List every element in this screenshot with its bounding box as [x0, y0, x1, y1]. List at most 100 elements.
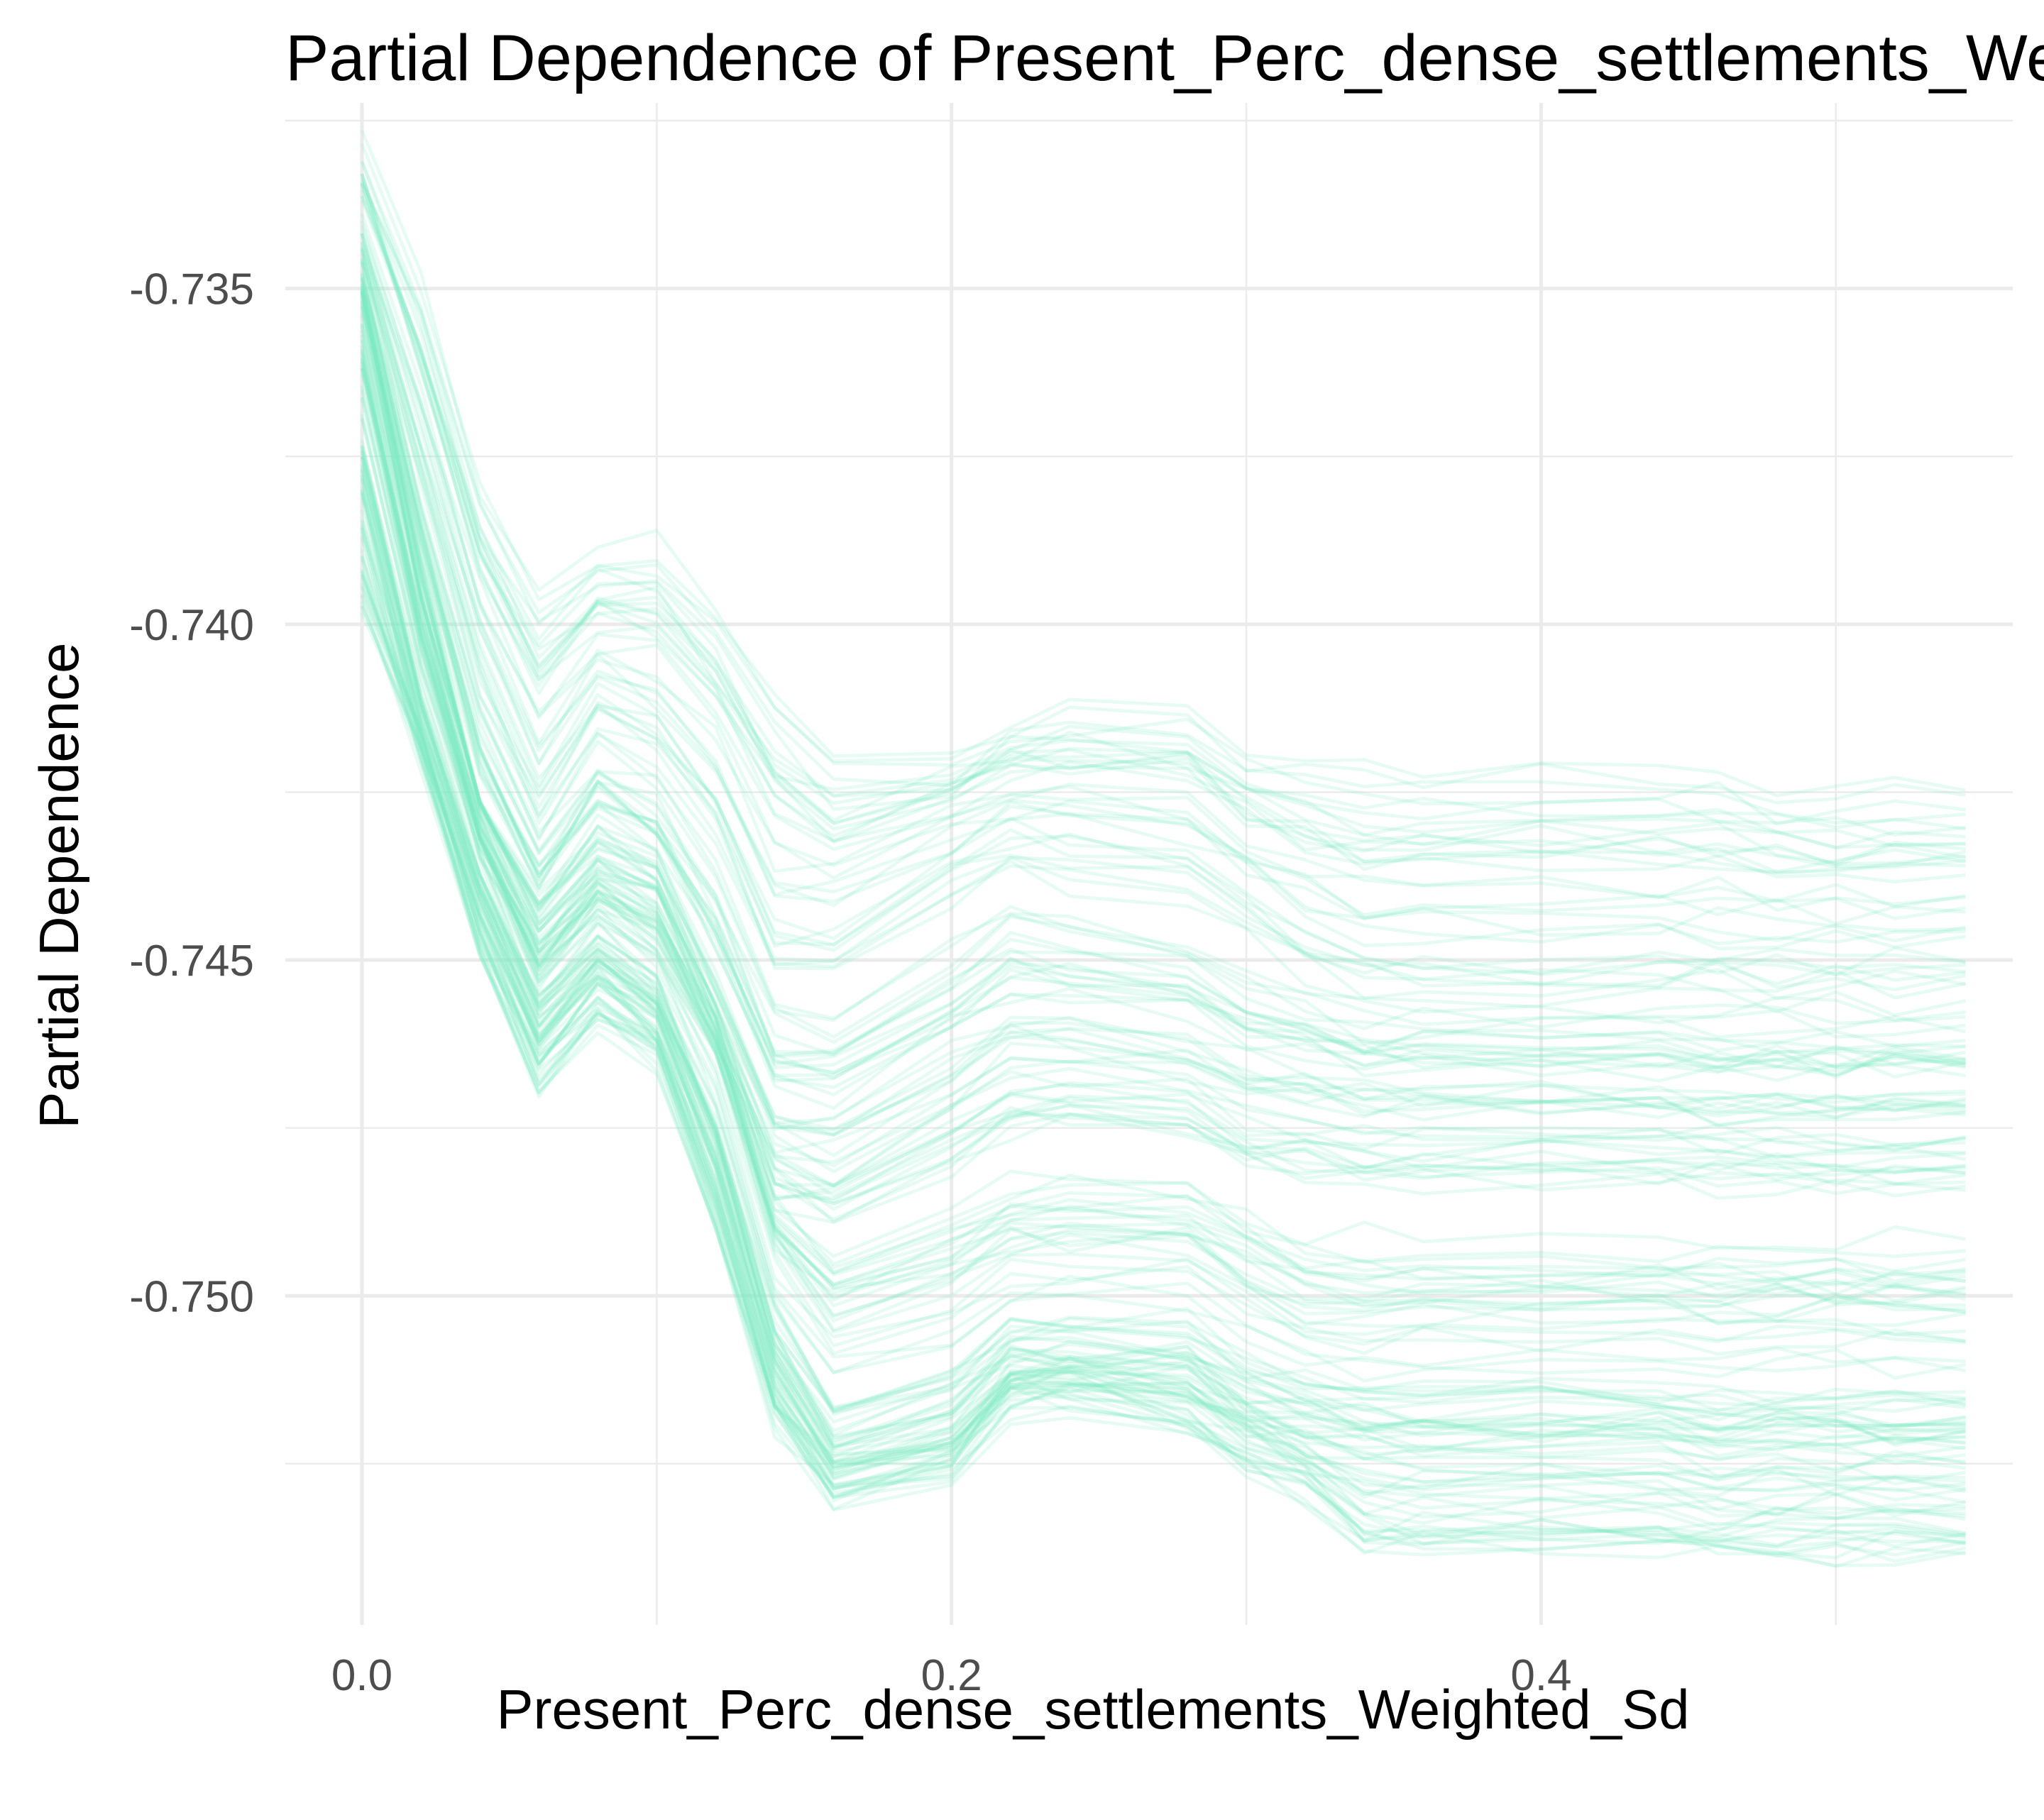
- pd-line: [360, 535, 1966, 1518]
- pd-line: [360, 260, 1966, 1000]
- pd-line: [360, 292, 1966, 1188]
- pd-line: [360, 289, 1966, 1154]
- pd-line: [360, 289, 1966, 1057]
- pd-line: [360, 195, 1966, 876]
- pd-line: [360, 287, 1966, 1188]
- pd-line: [360, 586, 1966, 1545]
- pd-line: [360, 182, 1966, 874]
- pd-line: [360, 497, 1966, 1482]
- pd-line: [360, 260, 1966, 1096]
- pd-line: [360, 359, 1966, 1328]
- pd-line: [360, 294, 1966, 1069]
- pd-line: [360, 338, 1966, 1273]
- pd-line: [360, 274, 1966, 1168]
- x-tick-label: 0.0: [331, 1651, 392, 1700]
- pd-line: [360, 573, 1966, 1549]
- pd-line: [360, 568, 1966, 1533]
- pd-line: [360, 285, 1966, 1137]
- pd-line: [360, 456, 1966, 1444]
- pd-line: [360, 518, 1966, 1482]
- pd-line: [360, 262, 1966, 1075]
- pd-line: [360, 161, 1966, 826]
- pd-line: [360, 549, 1966, 1518]
- pd-line: [360, 314, 1966, 1206]
- x-tick-label: 0.2: [921, 1651, 982, 1700]
- pd-line: [360, 389, 1966, 1336]
- pd-line: [360, 445, 1966, 1414]
- pd-line: [360, 302, 1966, 1079]
- pd-line: [360, 248, 1966, 1054]
- pd-line: [360, 555, 1966, 1528]
- pd-line: [360, 491, 1966, 1459]
- pd-line: [360, 570, 1966, 1521]
- pd-line: [360, 282, 1966, 1174]
- pd-line: [360, 455, 1966, 1430]
- pd-line: [360, 493, 1966, 1491]
- pd-line: [360, 593, 1966, 1543]
- pd-line: [360, 340, 1966, 1286]
- pd-line: [360, 324, 1966, 1201]
- y-tick-labels: -0.735 -0.740 -0.745 -0.750: [129, 265, 254, 1322]
- pd-line: [360, 241, 1966, 1025]
- x-tick-label: 0.4: [1510, 1651, 1571, 1700]
- pd-line: [360, 271, 1966, 1079]
- pd-line: [360, 468, 1966, 1437]
- pd-line: [360, 303, 1966, 1211]
- pd-line: [360, 527, 1966, 1486]
- pd-line: [360, 277, 1966, 1203]
- pd-line: [360, 213, 1966, 912]
- pd-line: [360, 285, 1966, 1083]
- pd-line: [360, 490, 1966, 1469]
- pd-line: [360, 605, 1966, 1558]
- pd-line: [360, 129, 1966, 798]
- pd-line: [360, 524, 1966, 1494]
- pd-line: [360, 280, 1966, 988]
- pd-line: [360, 556, 1966, 1516]
- x-axis-label: Present_Perc_dense_settlements_Weighted_…: [497, 1678, 1690, 1741]
- pd-line: [360, 330, 1966, 1224]
- pd-line: [360, 176, 1966, 831]
- pd-line: [360, 612, 1966, 1567]
- pd-line: [360, 385, 1966, 1356]
- pd-line: [360, 173, 1966, 874]
- pd-line: [360, 520, 1966, 1498]
- pd-line: [360, 414, 1966, 1383]
- pd-line: [360, 368, 1966, 1326]
- pd-line: [360, 233, 1966, 976]
- pd-line: [360, 582, 1966, 1560]
- pd-line: [360, 351, 1966, 1317]
- pd-line: [360, 184, 1966, 883]
- y-tick-label: -0.735: [129, 265, 254, 314]
- pd-line: [360, 397, 1966, 1355]
- pd-line: [360, 367, 1966, 1332]
- pd-line: [360, 323, 1966, 1287]
- pd-line: [360, 286, 1966, 1198]
- pd-line: [360, 531, 1966, 1491]
- pd-line: [360, 605, 1966, 1547]
- pd-line: [360, 285, 1966, 1132]
- pd-line: [360, 292, 1966, 1110]
- pd-line: [360, 595, 1966, 1568]
- pd-line: [360, 368, 1966, 1308]
- pd-line: [360, 276, 1966, 1046]
- pd-line: [360, 348, 1966, 1258]
- pd-line: [360, 467, 1966, 1450]
- pd-line: [360, 233, 1966, 942]
- x-tick-labels: 0.0 0.2 0.4: [331, 1651, 1572, 1700]
- pd-line: [360, 182, 1966, 824]
- pd-line: [360, 143, 1966, 805]
- chart-title: Partial Dependence of Present_Perc_dense…: [285, 22, 2044, 94]
- y-tick-label: -0.745: [129, 937, 254, 986]
- pd-line: [360, 537, 1966, 1493]
- pd-line: [360, 299, 1966, 1201]
- pd-line: [360, 248, 1966, 1030]
- pd-line: [360, 358, 1966, 1306]
- pd-line: [360, 345, 1966, 1291]
- pd-line: [360, 180, 1966, 837]
- pd-line: [360, 475, 1966, 1449]
- pd-line: [360, 253, 1966, 987]
- pd-line: [360, 160, 1966, 850]
- pd-line: [360, 273, 1966, 1017]
